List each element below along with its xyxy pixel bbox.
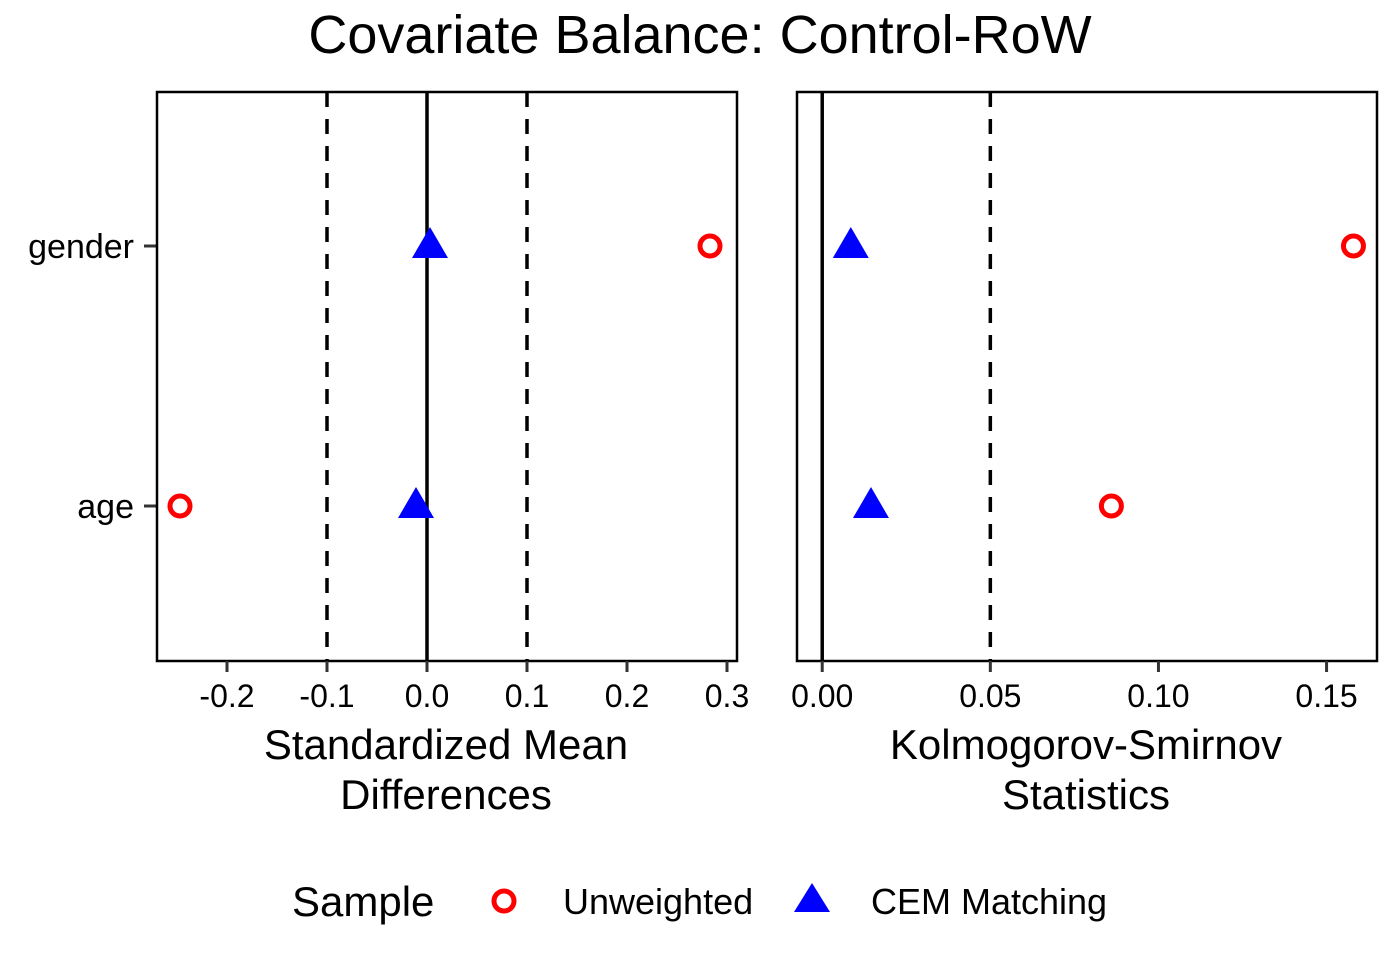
- x-tick-label-ks-0-00: 0.00: [791, 678, 853, 714]
- x-tick-label-smd-0-2: 0.2: [605, 678, 649, 714]
- x-tick-label-ks-0-05: 0.05: [959, 678, 1021, 714]
- panel-ks: 0.00 0.05 0.10 0.15 Kolmogorov-Smirnov Stat…: [791, 90, 1379, 818]
- x-axis-label-smd-line1: Standardized Mean: [264, 721, 628, 768]
- panel-smd-xticks: -0.2 -0.1 0.0 0.1 0.2 0.3: [199, 661, 749, 714]
- panel-smd-markers: [155, 90, 739, 663]
- chart-title: Covariate Balance: Control-RoW: [308, 5, 1091, 65]
- legend-key-cem-matching: [794, 883, 830, 912]
- legend-title: Sample: [292, 878, 434, 925]
- y-axis: gender age: [28, 228, 156, 526]
- x-axis-label-ks-line1: Kolmogorov-Smirnov: [890, 721, 1282, 768]
- point-ks-cem-matching-gender: [832, 227, 869, 258]
- point-smd-unweighted-age: [167, 493, 193, 519]
- panel-ks-xticks: 0.00 0.05 0.10 0.15: [791, 661, 1358, 714]
- legend-label-unweighted: Unweighted: [563, 881, 753, 922]
- panel-smd: -0.2 -0.1 0.0 0.1 0.2 0.3 Standardized Mean D…: [155, 90, 749, 818]
- y-tick-label-age: age: [77, 488, 134, 526]
- x-tick-label-smd-0-1: 0.1: [505, 678, 549, 714]
- x-axis-label-ks-line2: Statistics: [1002, 771, 1170, 818]
- panel-border-smd: [155, 90, 739, 663]
- x-tick-label-smd--0-2: -0.2: [199, 678, 254, 714]
- x-axis-label-smd-line2: Differences: [340, 771, 552, 818]
- legend-key-unweighted: [491, 888, 517, 914]
- point-ks-unweighted-gender: [1340, 233, 1366, 259]
- x-tick-label-ks-0-10: 0.10: [1127, 678, 1189, 714]
- x-tick-label-smd-0-0: 0.0: [405, 678, 449, 714]
- point-ks-cem-matching-age: [852, 487, 889, 518]
- panel-border-ks: [795, 90, 1379, 663]
- legend-label-cem-matching: CEM Matching: [871, 881, 1107, 922]
- point-smd-cem-matching-age: [398, 487, 434, 518]
- x-tick-label-smd--0-1: -0.1: [299, 678, 354, 714]
- point-ks-unweighted-age: [1098, 493, 1124, 519]
- x-tick-label-ks-0-15: 0.15: [1295, 678, 1357, 714]
- x-tick-label-smd-0-3: 0.3: [705, 678, 749, 714]
- point-smd-unweighted-gender: [697, 233, 723, 259]
- point-smd-cem-matching-gender: [412, 227, 448, 258]
- legend: Sample Unweighted CEM Matching: [292, 878, 1107, 925]
- panel-ks-markers: [795, 90, 1379, 663]
- y-tick-label-gender: gender: [28, 228, 134, 266]
